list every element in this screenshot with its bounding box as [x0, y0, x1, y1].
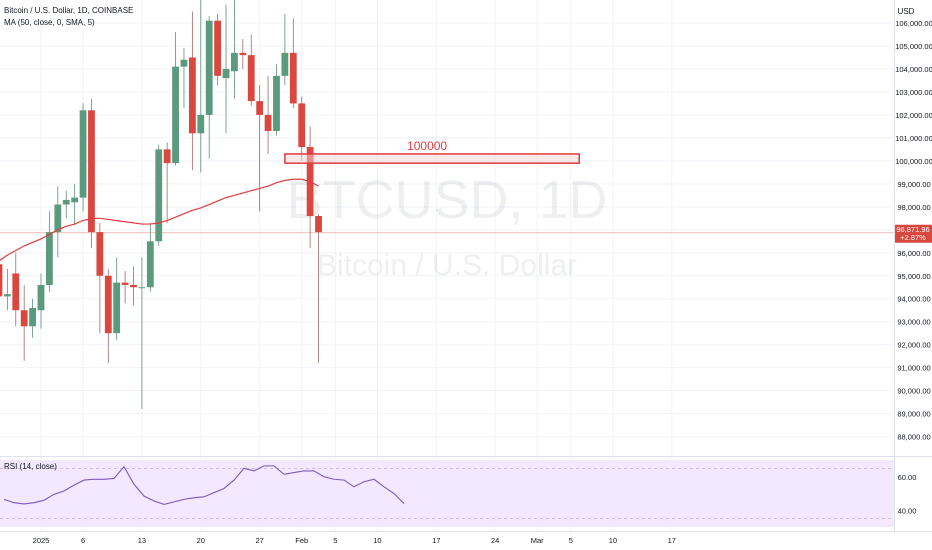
time-tick-label: 27 — [255, 536, 263, 545]
candle-body — [180, 59, 188, 67]
last-price-value: 96,871.96 — [896, 225, 929, 234]
price-tick-label: 88,000.00 — [897, 433, 930, 442]
time-tick-label: 13 — [138, 536, 146, 545]
candle-body — [113, 282, 121, 334]
rsi-band — [0, 460, 894, 527]
annotation-label: 100000 — [407, 139, 447, 153]
candle-body — [29, 307, 36, 327]
price-tick-label: 102,000.00 — [895, 111, 932, 120]
ma-line — [0, 178, 319, 261]
candle-body — [46, 232, 53, 285]
time-tick-label: Mar — [531, 536, 544, 545]
price-tick-label: 104,000.00 — [895, 65, 932, 74]
time-tick-label: 2025 — [33, 536, 50, 545]
watermark-ticker: BTCUSD, 1D — [286, 170, 607, 230]
candle-body — [231, 52, 238, 72]
candle-body — [188, 57, 196, 134]
candle-body — [281, 52, 289, 76]
candle-body — [0, 264, 3, 297]
candle-body — [197, 114, 205, 134]
candle-body — [273, 75, 280, 131]
candle-body — [96, 232, 104, 276]
candle-body — [54, 204, 62, 233]
price-tick-label: 106,000.00 — [895, 19, 932, 28]
price-tick-label: 99,000.00 — [897, 180, 930, 189]
rsi-tick-label: 60.00 — [898, 473, 917, 482]
candle-body — [163, 149, 171, 164]
candle-body — [264, 114, 272, 131]
currency-label[interactable]: USD — [898, 7, 915, 16]
time-tick-label: 17 — [668, 536, 676, 545]
candle-body — [155, 149, 163, 242]
time-tick-label: 17 — [432, 536, 440, 545]
candles — [0, 0, 322, 410]
rsi-line — [3, 465, 405, 505]
ma-legend[interactable]: MA (50, close, 0, SMA, 5) — [4, 18, 95, 27]
candle-body — [79, 110, 87, 198]
candle-body — [12, 273, 20, 311]
last-price-change: +2.87% — [900, 233, 926, 242]
rsi-tick-label: 40.00 — [898, 506, 917, 515]
candle-body — [3, 294, 11, 297]
time-tick-label: 24 — [491, 536, 499, 545]
price-tick-label: 101,000.00 — [895, 134, 932, 143]
time-tick-label: 6 — [81, 536, 85, 545]
candle-body — [138, 287, 146, 289]
last-price-badge: 96,871.96 +2.87% — [895, 224, 932, 243]
time-tick-label: 5 — [333, 536, 337, 545]
price-tick-label: 91,000.00 — [897, 364, 930, 373]
main-pane-background — [0, 0, 894, 455]
price-tick-label: 105,000.00 — [895, 42, 932, 51]
candle-body — [239, 52, 247, 56]
candle-body — [146, 241, 154, 288]
time-tick-label: 20 — [197, 536, 205, 545]
price-tick-label: 94,000.00 — [897, 295, 930, 304]
time-axis[interactable]: 2025 6 13 20 27 Feb 5 10 17 24 Mar 5 10 17 — [33, 536, 676, 545]
price-axis[interactable]: 88,000.00 89,000.00 90,000.00 91,000.00 92,0… — [895, 19, 932, 442]
candle-body — [289, 52, 297, 104]
price-tick-label: 98,000.00 — [897, 203, 930, 212]
symbol-legend[interactable]: Bitcoin / U.S. Dollar, 1D, COINBASE — [4, 6, 134, 15]
price-tick-label: 92,000.00 — [897, 341, 930, 350]
candle-body — [247, 55, 255, 102]
price-tick-label: 90,000.00 — [897, 387, 930, 396]
candle-body — [104, 275, 112, 334]
candle-body — [298, 103, 306, 148]
candle-body — [121, 282, 129, 285]
candle-body — [214, 20, 222, 76]
time-tick-label: Feb — [295, 536, 308, 545]
rsi-legend[interactable]: RSI (14, close) — [4, 462, 57, 471]
price-tick-label: 89,000.00 — [897, 410, 930, 419]
candle-body — [222, 68, 230, 79]
annotation-box-100000[interactable] — [284, 153, 580, 164]
time-tick-label: 10 — [373, 536, 381, 545]
candle-body — [71, 197, 79, 203]
candle-body — [172, 66, 179, 164]
price-tick-label: 96,000.00 — [897, 249, 930, 258]
candle-body — [62, 199, 70, 205]
price-tick-label: 93,000.00 — [897, 318, 930, 327]
watermark-name: Bitcoin / U.S. Dollar — [317, 249, 577, 282]
price-tick-label: 100,000.00 — [895, 157, 932, 166]
rsi-axis: 60.00 40.00 — [898, 473, 917, 516]
candle-body — [256, 101, 264, 115]
candle-body — [88, 110, 95, 233]
price-tick-label: 103,000.00 — [895, 88, 932, 97]
candle-body — [130, 284, 137, 288]
candle-body — [20, 310, 28, 327]
candle-body — [315, 216, 322, 233]
candle-body — [37, 284, 45, 311]
price-tick-label: 95,000.00 — [897, 272, 930, 281]
time-tick-label: 10 — [609, 536, 617, 545]
time-tick-label: 5 — [569, 536, 573, 545]
candle-body — [205, 20, 213, 115]
